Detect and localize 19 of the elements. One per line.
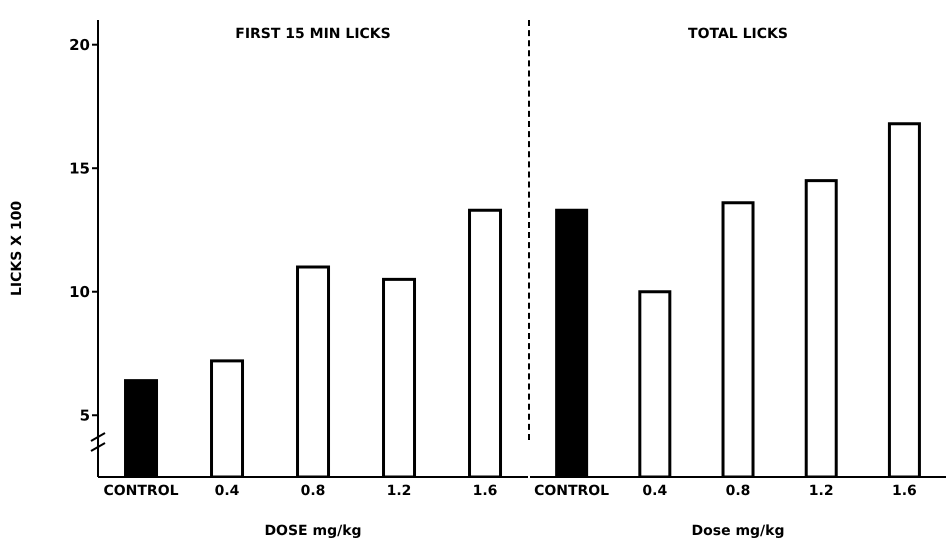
y-tick-label: 10 — [69, 283, 90, 302]
y-tick-label: 20 — [69, 36, 90, 54]
x-tick-label: 1.2 — [386, 482, 412, 499]
x-tick-label: 1.6 — [892, 482, 917, 499]
y-tick-label: 5 — [80, 406, 90, 425]
chart-title: TOTAL LICKS — [687, 26, 789, 42]
x-tick-label: 0.4 — [214, 482, 240, 499]
x-axis-title: Dose mg/kg — [692, 523, 784, 539]
x-tick-label: 1.6 — [472, 482, 498, 499]
x-tick-label: 1.2 — [808, 482, 834, 499]
y-tick-label: 15 — [69, 160, 90, 178]
x-tick-label: CONTROL — [103, 482, 179, 499]
x-tick-label: 0.8 — [726, 482, 750, 499]
y-axis-title: LICKS X 100 — [8, 200, 25, 296]
chart-title: FIRST 15 MIN LICKS — [234, 26, 392, 42]
x-tick-label: 0.4 — [642, 482, 668, 499]
x-axis-title: DOSE mg/kg — [264, 523, 362, 539]
x-tick-label: 0.8 — [300, 482, 326, 499]
x-tick-label: CONTROL — [534, 482, 610, 499]
